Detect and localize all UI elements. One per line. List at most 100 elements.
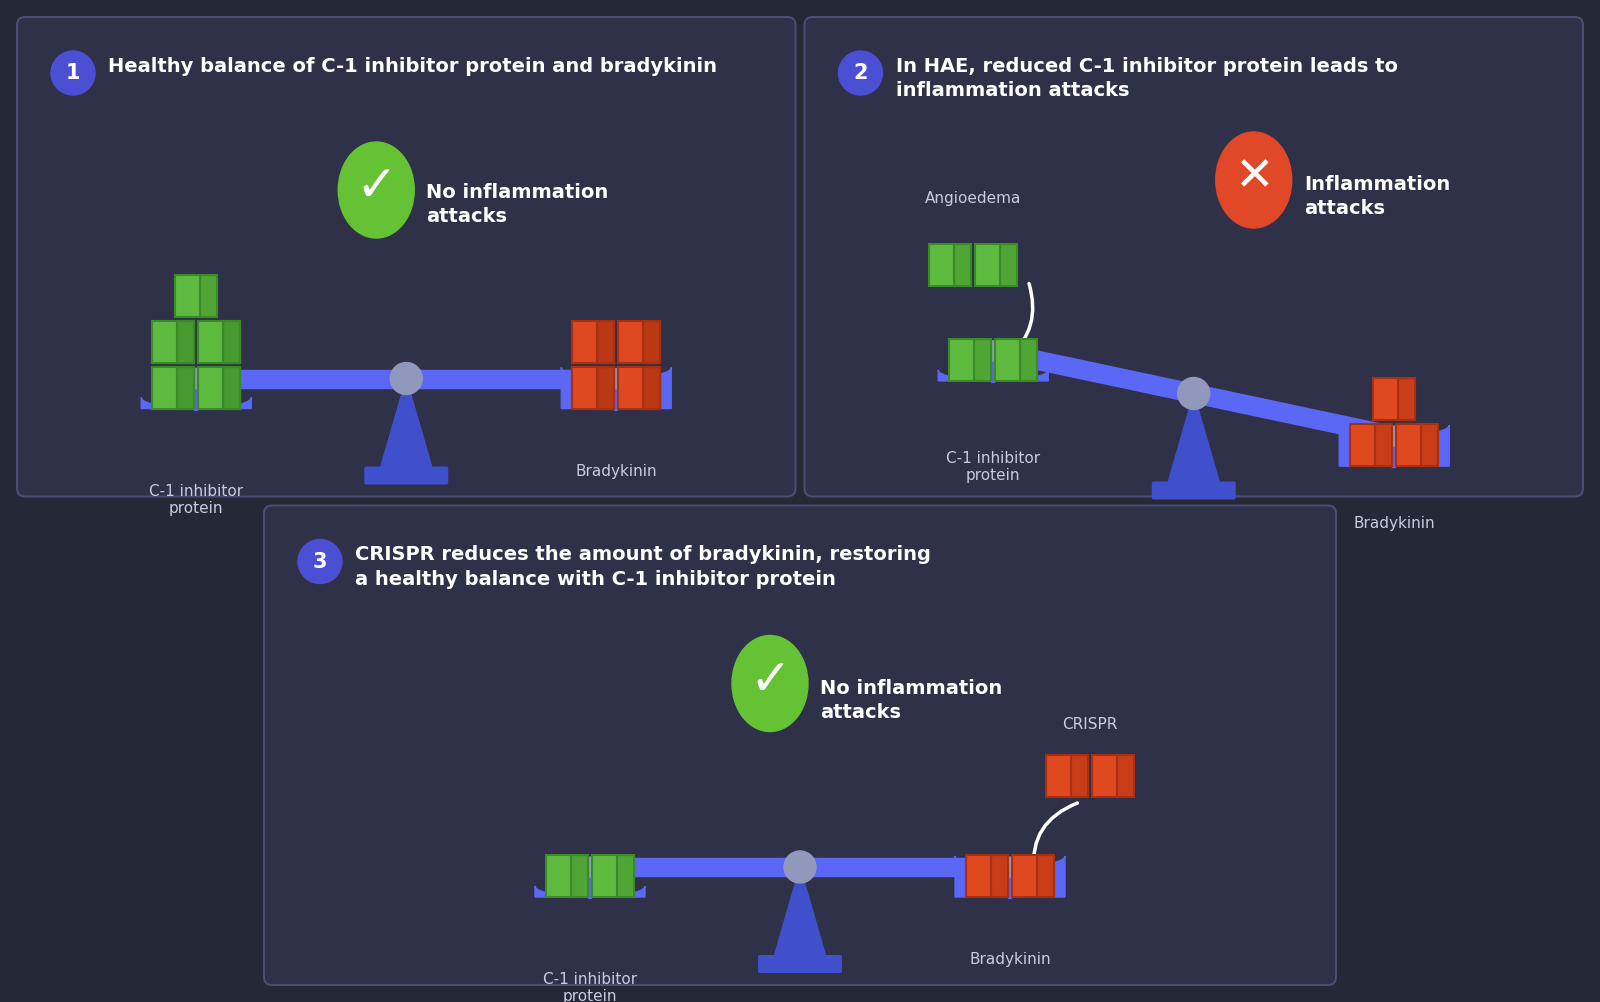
Text: Inflammation
attacks: Inflammation attacks <box>1304 175 1450 218</box>
FancyBboxPatch shape <box>176 275 218 317</box>
Polygon shape <box>597 321 614 363</box>
FancyBboxPatch shape <box>1397 424 1438 466</box>
Circle shape <box>579 857 600 877</box>
FancyBboxPatch shape <box>264 505 1336 985</box>
Polygon shape <box>1376 424 1392 466</box>
Polygon shape <box>643 367 661 409</box>
Text: C-1 inhibitor
protein: C-1 inhibitor protein <box>149 484 243 516</box>
FancyBboxPatch shape <box>1091 755 1134 797</box>
Polygon shape <box>200 275 218 317</box>
FancyBboxPatch shape <box>618 367 661 409</box>
Text: Bradykinin: Bradykinin <box>576 464 658 479</box>
Polygon shape <box>643 367 661 409</box>
FancyBboxPatch shape <box>949 339 992 381</box>
Circle shape <box>984 341 1003 361</box>
FancyBboxPatch shape <box>152 321 194 363</box>
FancyBboxPatch shape <box>18 17 795 497</box>
Polygon shape <box>643 321 661 363</box>
Text: No inflammation
attacks: No inflammation attacks <box>819 678 1002 721</box>
FancyBboxPatch shape <box>1350 424 1392 466</box>
Polygon shape <box>534 886 645 897</box>
Polygon shape <box>974 339 992 381</box>
FancyBboxPatch shape <box>152 367 194 409</box>
Polygon shape <box>938 370 1048 381</box>
Circle shape <box>1000 857 1021 877</box>
Polygon shape <box>643 321 661 363</box>
Ellipse shape <box>1216 132 1291 228</box>
Ellipse shape <box>733 635 808 731</box>
Polygon shape <box>1421 424 1438 466</box>
FancyBboxPatch shape <box>995 339 1037 381</box>
Circle shape <box>51 51 94 95</box>
FancyBboxPatch shape <box>618 321 661 363</box>
FancyBboxPatch shape <box>573 321 614 363</box>
Text: CRISPR reduces the amount of bradykinin, restoring
a healthy balance with C-1 in: CRISPR reduces the amount of bradykinin,… <box>355 545 931 589</box>
Text: In HAE, reduced C-1 inhibitor protein leads to
inflammation attacks: In HAE, reduced C-1 inhibitor protein le… <box>896 57 1397 100</box>
Polygon shape <box>224 367 240 409</box>
FancyBboxPatch shape <box>198 321 240 363</box>
FancyBboxPatch shape <box>198 367 240 409</box>
FancyBboxPatch shape <box>758 955 842 973</box>
Text: ✕: ✕ <box>1234 155 1274 200</box>
Polygon shape <box>224 321 240 363</box>
Polygon shape <box>178 321 194 363</box>
Text: C-1 inhibitor
protein: C-1 inhibitor protein <box>542 972 637 1002</box>
Circle shape <box>606 369 626 389</box>
Text: ✓: ✓ <box>355 163 397 211</box>
Text: Healthy balance of C-1 inhibitor protein and bradykinin: Healthy balance of C-1 inhibitor protein… <box>109 57 717 76</box>
FancyBboxPatch shape <box>1046 755 1088 797</box>
Circle shape <box>1384 426 1405 446</box>
FancyBboxPatch shape <box>966 855 1008 897</box>
Polygon shape <box>955 856 1066 897</box>
Polygon shape <box>992 855 1008 897</box>
Text: Bradykinin: Bradykinin <box>970 952 1051 967</box>
Polygon shape <box>1339 425 1450 466</box>
FancyBboxPatch shape <box>152 321 194 363</box>
FancyBboxPatch shape <box>573 367 614 409</box>
Circle shape <box>784 851 816 883</box>
FancyBboxPatch shape <box>618 367 661 409</box>
Circle shape <box>838 51 883 95</box>
Text: C-1 inhibitor
protein: C-1 inhibitor protein <box>946 451 1040 483</box>
Polygon shape <box>571 855 589 897</box>
Polygon shape <box>774 867 826 957</box>
Circle shape <box>390 363 422 395</box>
Text: Bradykinin: Bradykinin <box>1354 516 1435 531</box>
Polygon shape <box>1037 855 1054 897</box>
FancyBboxPatch shape <box>1152 482 1235 500</box>
FancyBboxPatch shape <box>573 367 614 409</box>
FancyBboxPatch shape <box>152 367 194 409</box>
FancyBboxPatch shape <box>592 855 634 897</box>
Polygon shape <box>178 367 194 409</box>
Circle shape <box>298 539 342 583</box>
FancyBboxPatch shape <box>1373 378 1416 420</box>
FancyBboxPatch shape <box>930 243 971 286</box>
Text: ✓: ✓ <box>749 656 790 704</box>
Circle shape <box>1178 378 1210 410</box>
Polygon shape <box>178 321 194 363</box>
Polygon shape <box>955 243 971 286</box>
FancyBboxPatch shape <box>573 321 614 363</box>
Polygon shape <box>1117 755 1134 797</box>
Polygon shape <box>1072 755 1088 797</box>
FancyBboxPatch shape <box>976 243 1018 286</box>
FancyBboxPatch shape <box>618 321 661 363</box>
Polygon shape <box>178 367 194 409</box>
Polygon shape <box>1021 339 1037 381</box>
Polygon shape <box>224 321 240 363</box>
Polygon shape <box>562 368 672 409</box>
FancyBboxPatch shape <box>198 321 240 363</box>
Text: CRISPR: CRISPR <box>1062 717 1118 732</box>
FancyBboxPatch shape <box>1013 855 1054 897</box>
Text: Angioedema: Angioedema <box>925 190 1021 205</box>
Polygon shape <box>381 379 432 469</box>
Polygon shape <box>597 367 614 409</box>
Text: 1: 1 <box>66 63 80 83</box>
FancyBboxPatch shape <box>546 855 589 897</box>
Text: 3: 3 <box>312 551 328 571</box>
Text: 2: 2 <box>853 63 867 83</box>
Polygon shape <box>1000 243 1018 286</box>
Polygon shape <box>224 367 240 409</box>
Polygon shape <box>141 398 251 409</box>
Polygon shape <box>1168 394 1219 484</box>
